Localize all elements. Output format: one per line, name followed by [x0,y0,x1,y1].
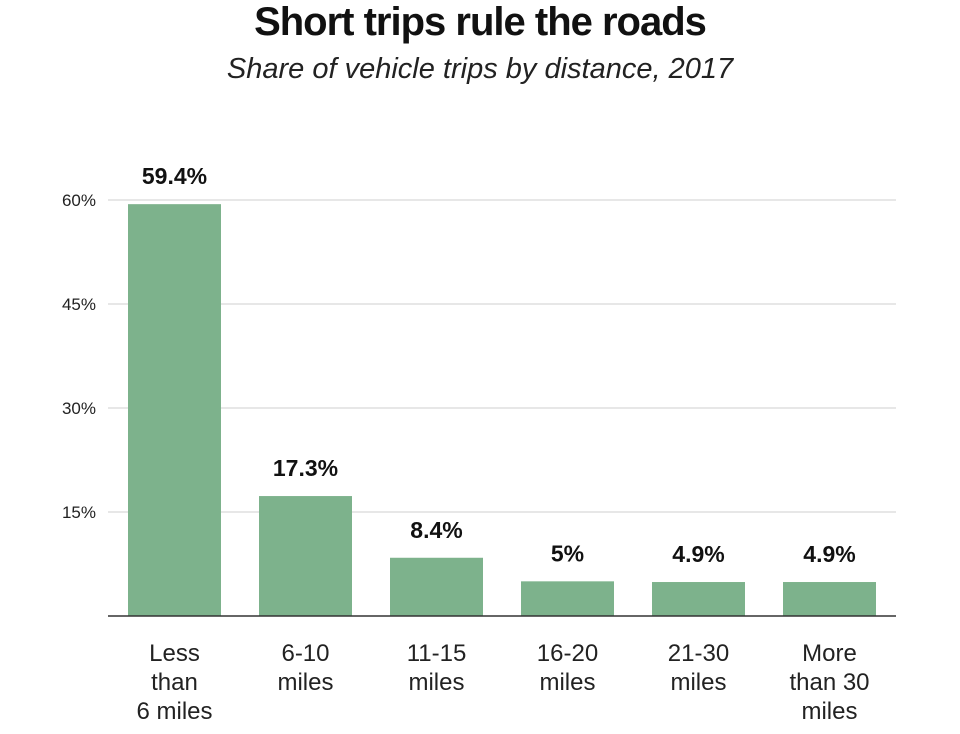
gridlines [108,199,896,513]
bar [259,496,352,616]
y-tick-label: 30% [62,399,96,418]
value-label: 8.4% [410,517,462,543]
y-tick-label: 15% [62,503,96,522]
value-label: 59.4% [142,163,207,189]
value-label: 4.9% [672,541,724,567]
category-label: More [802,640,857,667]
bar [521,581,614,616]
value-label: 17.3% [273,455,338,481]
category-label: miles [408,669,464,696]
value-label: 4.9% [803,541,855,567]
value-label: 5% [551,540,584,566]
category-label: 6-10 [281,640,329,667]
chart-subtitle: Share of vehicle trips by distance, 2017 [226,53,734,85]
category-label: miles [277,669,333,696]
category-label: than 30 [789,669,869,696]
bar [128,204,221,616]
category-label: Less [149,640,200,667]
bar [652,582,745,616]
bar [783,582,876,616]
chart-title: Short trips rule the roads [254,0,707,44]
category-label: 6 miles [136,698,212,725]
category-label: miles [801,698,857,725]
bar [390,557,483,616]
category-label: 11-15 [407,640,467,667]
category-label: 16-20 [537,640,598,667]
value-labels: 59.4% 17.3% 8.4% 5% 4.9% 4.9% [142,163,856,567]
category-label: miles [539,669,595,696]
y-tick-label: 45% [62,295,96,314]
y-axis-tick-labels: 15% 30% 45% 60% [62,191,96,522]
category-label: miles [670,669,726,696]
category-label: 21-30 [668,640,729,667]
category-label: than [151,669,198,696]
bars [128,204,876,616]
y-tick-label: 60% [62,191,96,210]
